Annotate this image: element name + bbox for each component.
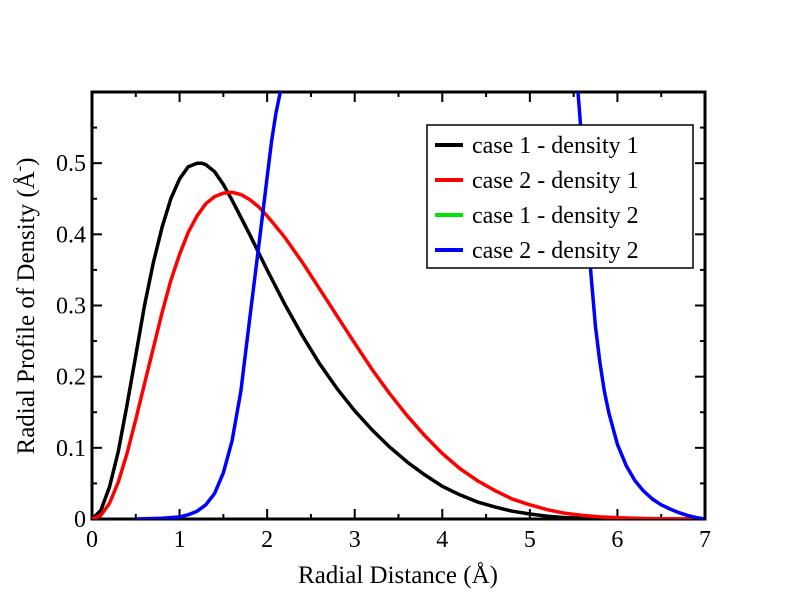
y-axis-title: Radial Profile of Density (Å-) (11, 158, 40, 455)
y-tick-label: 0.2 (56, 365, 86, 391)
y-axis-title-superscript: - (11, 166, 28, 171)
series-line-case-2-density-1 (92, 190, 705, 519)
series-line-case-2-density-2-part-1 (135, 92, 283, 519)
y-tick-label: 0.4 (56, 222, 86, 248)
y-tick-label: 0.5 (56, 151, 86, 177)
x-axis-ticks: 0 1 2 3 4 5 6 7 (86, 92, 711, 553)
legend-label: case 1 - density 1 (472, 133, 639, 159)
legend-box (426, 124, 694, 269)
y-axis-title-main: Radial Profile of Density (Å (13, 171, 40, 454)
y-tick-label: 0.3 (56, 294, 86, 320)
y-axis-title-group: Radial Profile of Density (Å-) (11, 158, 40, 455)
legend-label: case 1 - density 2 (472, 203, 639, 229)
legend: case 1 - density 1 case 2 - density 1 case… (426, 124, 694, 269)
x-tick-label: 7 (699, 527, 711, 553)
legend-label: case 2 - density 1 (472, 168, 639, 194)
x-tick-label: 1 (174, 527, 186, 553)
x-tick-label: 3 (349, 527, 361, 553)
x-axis-title: Radial Distance (Å) (298, 562, 498, 589)
y-tick-label: 0.1 (56, 436, 86, 462)
y-axis-title-close: ) (13, 158, 40, 166)
series-lines (92, 92, 705, 519)
legend-label: case 2 - density 2 (472, 238, 639, 264)
x-tick-label: 4 (436, 527, 448, 553)
x-tick-label: 5 (524, 527, 536, 553)
x-tick-label: 2 (261, 527, 273, 553)
x-tick-label: 6 (611, 527, 623, 553)
y-tick-label: 0 (74, 507, 86, 533)
y-axis-ticks: 0 0.1 0.2 0.3 0.4 0.5 (56, 126, 705, 533)
series-line-case-1-density-1 (92, 161, 705, 519)
x-tick-label: 0 (86, 527, 98, 553)
